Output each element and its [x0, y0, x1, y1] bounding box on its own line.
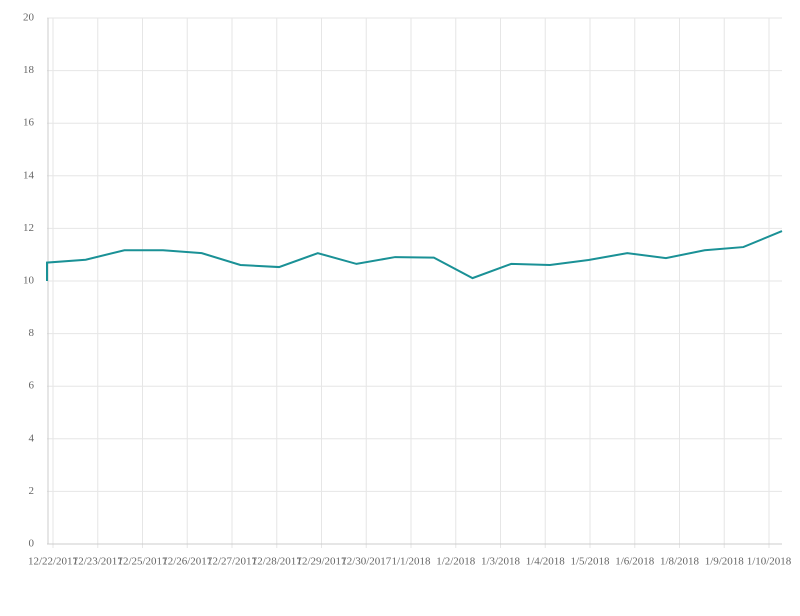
y-tick-label: 18: [23, 64, 35, 76]
x-tick-label: 12/27/2017: [207, 556, 258, 568]
x-tick-label: 1/9/2018: [705, 556, 745, 568]
y-tick-label: 16: [23, 117, 35, 129]
x-tick-label: 12/29/2017: [296, 556, 347, 568]
data-line: [46, 230, 783, 281]
x-tick-label: 12/28/2017: [252, 556, 303, 568]
y-tick-label: 14: [23, 169, 35, 181]
x-tick-label: 1/5/2018: [570, 556, 610, 568]
x-tick-label: 1/10/2018: [747, 556, 792, 568]
y-tick-label: 10: [23, 275, 35, 287]
x-tick-label: 1/1/2018: [391, 556, 431, 568]
x-tick-label: 1/6/2018: [615, 556, 655, 568]
x-tick-label: 1/8/2018: [660, 556, 700, 568]
y-tick-label: 12: [23, 222, 34, 234]
y-tick-label: 2: [29, 485, 35, 497]
y-tick-label: 6: [29, 380, 35, 392]
y-tick-label: 8: [29, 327, 35, 339]
x-tick-label: 12/23/2017: [73, 556, 124, 568]
x-tick-label: 1/3/2018: [481, 556, 521, 568]
y-tick-label: 0: [29, 538, 35, 550]
x-tick-label: 1/4/2018: [526, 556, 566, 568]
x-tick-label: 12/26/2017: [162, 556, 213, 568]
x-tick-label: 12/30/2017: [341, 556, 392, 568]
x-tick-label: 12/25/2017: [117, 556, 168, 568]
y-tick-label: 4: [29, 432, 35, 444]
y-tick-label: 20: [23, 12, 35, 24]
x-tick-label: 1/2/2018: [436, 556, 476, 568]
x-tick-label: 12/22/2017: [28, 556, 79, 568]
